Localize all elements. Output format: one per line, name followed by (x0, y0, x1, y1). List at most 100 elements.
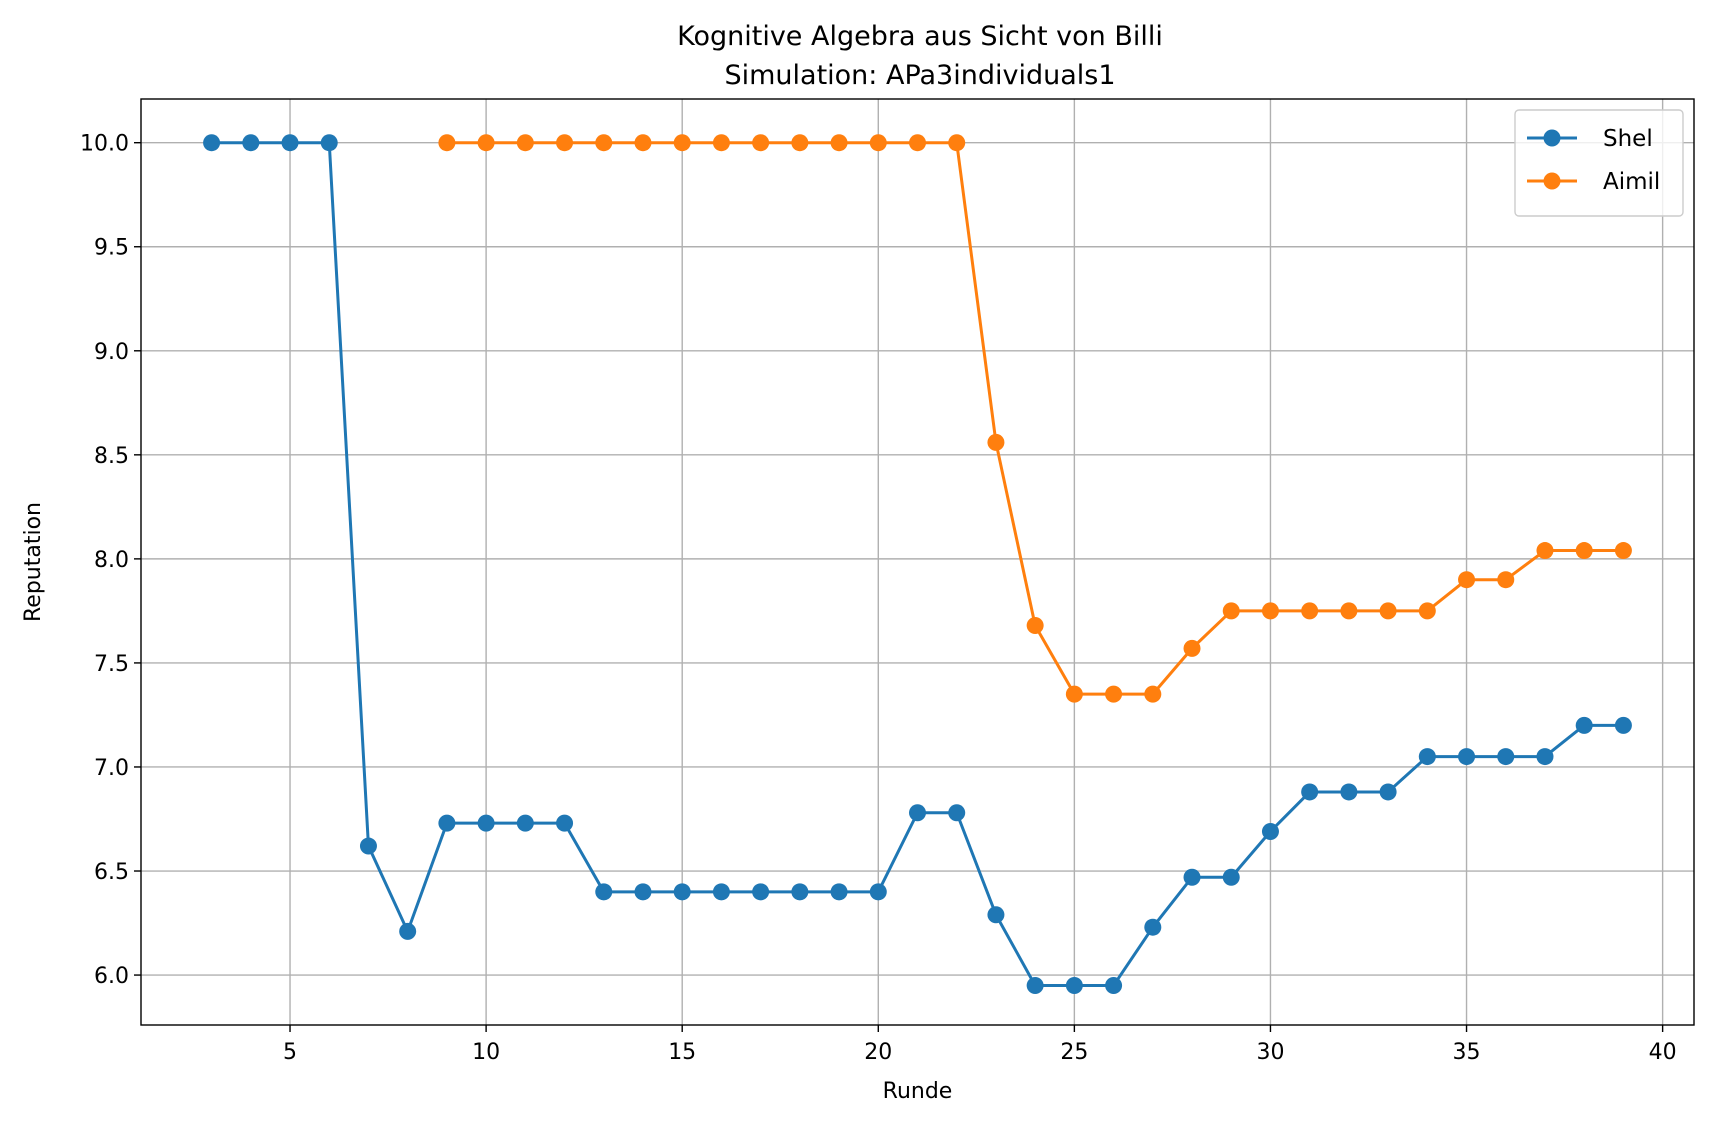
data-point-shel (1614, 716, 1632, 734)
data-point-aimil (752, 134, 770, 152)
legend-label: Aimil (1603, 169, 1660, 195)
data-point-aimil (1379, 602, 1397, 620)
y-tick-label: 6.0 (94, 964, 129, 989)
data-point-shel (1379, 783, 1397, 801)
data-point-shel (948, 804, 966, 822)
data-point-shel (909, 804, 926, 822)
data-point-aimil (909, 134, 926, 152)
x-tick-label: 30 (1256, 1040, 1284, 1065)
series-line-shel (211, 141, 1624, 987)
data-point-shel (359, 837, 377, 855)
x-tick-label: 20 (864, 1040, 892, 1065)
data-point-aimil (516, 134, 534, 152)
data-point-aimil (634, 134, 652, 152)
y-tick-label: 8.5 (94, 444, 129, 469)
data-point-shel (1105, 976, 1123, 994)
series-line-aimil (446, 141, 1624, 696)
data-point-shel (399, 922, 417, 940)
data-point-aimil (948, 134, 966, 152)
data-point-aimil (1614, 542, 1632, 560)
x-tick-label: 10 (472, 1040, 500, 1065)
data-point-shel (1575, 716, 1593, 734)
chart-subtitle: Simulation: APa3individuals1 (724, 60, 1115, 91)
data-point-shel (477, 814, 495, 832)
plot-frame (140, 98, 1695, 1026)
data-point-aimil (1458, 571, 1476, 589)
data-point-aimil (1222, 602, 1240, 620)
data-point-shel (712, 883, 730, 901)
data-point-aimil (1183, 639, 1201, 657)
y-tick-label: 8.0 (94, 548, 129, 573)
y-tick-label: 9.0 (94, 340, 129, 365)
legend: Shel Aimil (1514, 109, 1684, 217)
chart-title: Kognitive Algebra aus Sicht von Billi (677, 21, 1163, 52)
data-point-shel (752, 883, 770, 901)
data-point-aimil (1065, 685, 1083, 703)
data-point-shel (516, 814, 534, 832)
legend-item-aimil: Aimil (1527, 169, 1660, 195)
x-tick-label: 35 (1453, 1040, 1481, 1065)
data-point-shel (673, 883, 691, 901)
series-shel (203, 134, 1632, 994)
data-point-shel (830, 883, 848, 901)
grid (141, 99, 1694, 1025)
data-point-shel (1065, 976, 1083, 994)
data-point-aimil (438, 134, 456, 152)
data-point-shel (1144, 918, 1162, 936)
x-tick-label: 15 (668, 1040, 696, 1065)
data-point-aimil (1340, 602, 1358, 620)
data-point-aimil (712, 134, 730, 152)
y-tick-label: 7.5 (94, 652, 129, 677)
data-point-shel (438, 814, 456, 832)
legend-swatch-marker (1543, 129, 1561, 147)
data-point-shel (320, 134, 338, 152)
data-point-shel (281, 134, 299, 152)
data-point-shel (791, 883, 809, 901)
data-point-aimil (1497, 571, 1515, 589)
data-point-shel (1497, 748, 1515, 766)
data-point-shel (1026, 976, 1044, 994)
axis-ticks: 5 10 15 20 25 30 35 40 6.0 6.5 7.0 7.5 8.0 8.5 9.0 9.5 1… (80, 132, 1677, 1065)
y-axis-label: Reputation (21, 502, 46, 622)
data-point-shel (1261, 822, 1279, 840)
data-point-shel (242, 134, 260, 152)
data-point-shel (869, 883, 887, 901)
data-point-aimil (1026, 616, 1044, 634)
data-point-aimil (673, 134, 691, 152)
data-point-shel (1458, 748, 1476, 766)
data-point-shel (1536, 748, 1554, 766)
data-point-aimil (1418, 602, 1436, 620)
y-tick-label: 10.0 (80, 132, 129, 157)
y-tick-label: 6.5 (94, 860, 129, 885)
series-layer (203, 134, 1632, 994)
data-point-aimil (1105, 685, 1123, 703)
x-tick-label: 40 (1649, 1040, 1677, 1065)
x-axis-label: Runde (883, 1079, 953, 1104)
legend-box (1514, 109, 1684, 217)
data-point-shel (1222, 868, 1240, 886)
x-tick-label: 5 (283, 1040, 297, 1065)
legend-label: Shel (1603, 126, 1653, 152)
data-point-shel (1418, 748, 1436, 766)
legend-item-shel: Shel (1527, 126, 1653, 152)
data-point-aimil (987, 433, 1005, 451)
data-point-aimil (477, 134, 495, 152)
data-point-aimil (1144, 685, 1162, 703)
y-tick-label: 7.0 (94, 756, 129, 781)
data-point-aimil (1301, 602, 1319, 620)
y-tick-label: 9.5 (94, 236, 129, 261)
data-point-aimil (791, 134, 809, 152)
x-tick-label: 25 (1060, 1040, 1088, 1065)
data-point-aimil (1575, 542, 1593, 560)
data-point-shel (634, 883, 652, 901)
legend-swatch-marker (1543, 172, 1561, 190)
data-point-aimil (1536, 542, 1554, 560)
data-point-aimil (595, 134, 613, 152)
data-point-shel (1301, 783, 1319, 801)
series-aimil (438, 134, 1632, 703)
data-point-shel (987, 906, 1005, 924)
data-point-aimil (869, 134, 887, 152)
data-point-shel (203, 134, 221, 152)
